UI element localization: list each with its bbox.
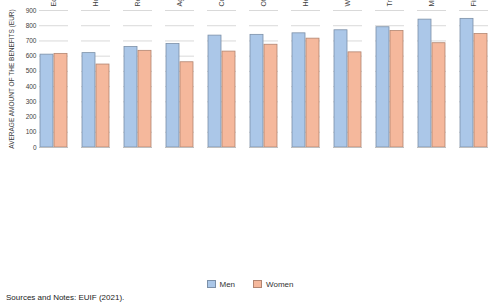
svg-text:Hotels and restaurants: Hotels and restaurants xyxy=(92,0,99,7)
html-text:Men: Men xyxy=(219,279,236,289)
svg-text:0: 0 xyxy=(33,144,37,151)
svg-text:Agriculture and fishing: Agriculture and fishing xyxy=(176,0,184,7)
svg-text:400: 400 xyxy=(26,83,37,90)
svg-text:Mining, manufacturing and util: Mining, manufacturing and utilities xyxy=(428,0,436,7)
svg-text:Financial intermediation: Financial intermediation xyxy=(470,0,477,7)
svg-text:100: 100 xyxy=(26,128,37,135)
html-text:Sources and Notes: EUIF (2021): Sources and Notes: EUIF (2021). xyxy=(6,293,125,302)
svg-text:Real estate and business activ: Real estate and business activities xyxy=(134,0,141,7)
svg-text:Education: Education xyxy=(50,0,57,7)
svg-text:700: 700 xyxy=(26,37,37,44)
svg-text:AVERAGE AMOUNT OF THE BENEFITS: AVERAGE AMOUNT OF THE BENEFITS (EUR) xyxy=(8,9,16,148)
html-text:Women: Women xyxy=(266,279,294,289)
svg-text:800: 800 xyxy=(26,22,37,29)
svg-text:300: 300 xyxy=(26,98,37,105)
svg-text:600: 600 xyxy=(26,52,37,59)
svg-text:Construction: Construction xyxy=(218,0,225,7)
svg-text:Wholesale and retail trade: Wholesale and retail trade xyxy=(344,0,351,7)
svg-text:500: 500 xyxy=(26,67,37,74)
svg-text:900: 900 xyxy=(26,7,37,14)
svg-text:Transport and communication: Transport and communication xyxy=(386,0,394,7)
svg-text:200: 200 xyxy=(26,113,37,120)
svg-text:Other sectors (incl. arts,...: Other sectors (incl. arts,... xyxy=(260,0,268,7)
svg-text:Health and social work: Health and social work xyxy=(302,0,309,7)
